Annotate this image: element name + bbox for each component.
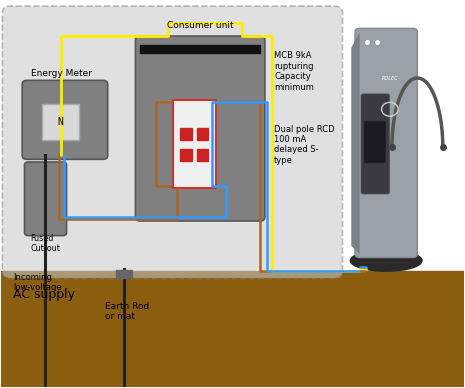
Text: Energy Meter: Energy Meter xyxy=(32,69,93,78)
Text: Consumer unit: Consumer unit xyxy=(167,21,233,30)
Text: N: N xyxy=(58,117,64,127)
FancyBboxPatch shape xyxy=(42,104,79,140)
Bar xyxy=(180,128,192,140)
FancyBboxPatch shape xyxy=(25,162,66,236)
Text: AC supply: AC supply xyxy=(13,288,75,301)
Text: Dual pole RCD
100 mA
delayed S-
type: Dual pole RCD 100 mA delayed S- type xyxy=(274,125,335,165)
FancyBboxPatch shape xyxy=(364,121,385,163)
FancyBboxPatch shape xyxy=(2,6,343,278)
Text: ROLEC: ROLEC xyxy=(382,76,398,81)
FancyBboxPatch shape xyxy=(135,36,265,221)
Text: Incoming
low-voltage: Incoming low-voltage xyxy=(13,273,61,293)
Bar xyxy=(197,149,208,161)
FancyBboxPatch shape xyxy=(361,94,390,194)
Text: Earth Rod
or mat: Earth Rod or mat xyxy=(106,302,150,321)
Text: MCB 9kA
rupturing
Capacity
minimum: MCB 9kA rupturing Capacity minimum xyxy=(274,52,314,92)
Bar xyxy=(197,128,208,140)
Ellipse shape xyxy=(350,250,422,271)
Bar xyxy=(1,271,464,386)
Bar xyxy=(180,149,192,161)
FancyBboxPatch shape xyxy=(22,80,108,159)
Text: Fused
Cut-out: Fused Cut-out xyxy=(30,234,60,253)
Polygon shape xyxy=(351,32,359,254)
Bar xyxy=(116,270,132,278)
FancyBboxPatch shape xyxy=(173,100,216,188)
FancyBboxPatch shape xyxy=(355,28,418,258)
Bar xyxy=(140,45,260,54)
